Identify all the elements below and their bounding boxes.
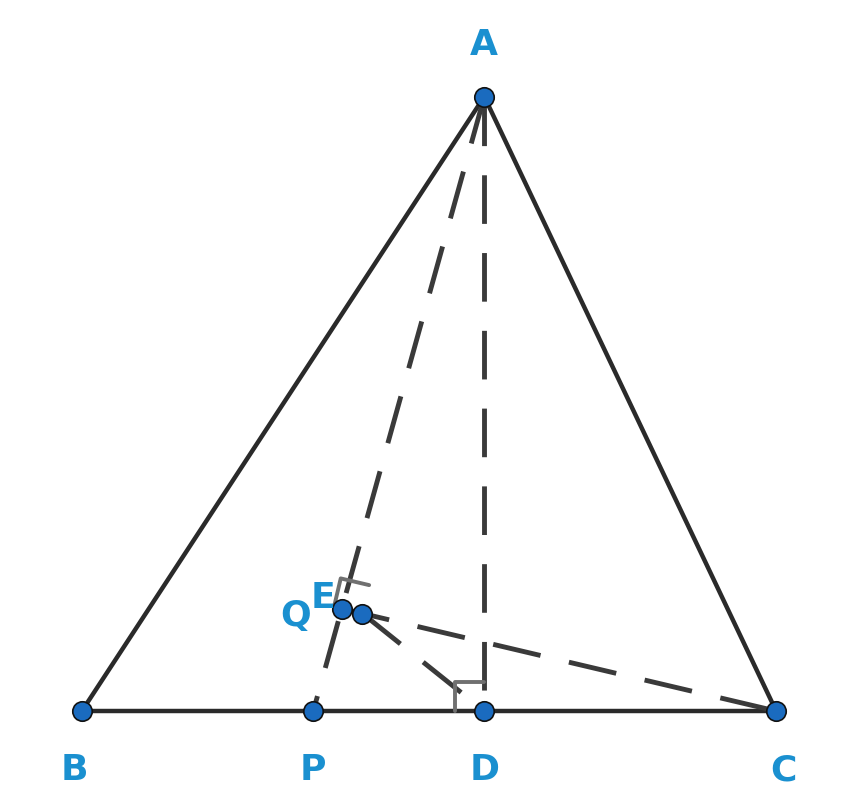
- Text: C: C: [770, 754, 797, 787]
- Text: D: D: [469, 754, 499, 787]
- Text: P: P: [300, 754, 327, 787]
- Text: Q: Q: [281, 599, 311, 634]
- Text: E: E: [311, 581, 335, 615]
- Text: A: A: [470, 28, 498, 62]
- Text: B: B: [60, 754, 88, 787]
